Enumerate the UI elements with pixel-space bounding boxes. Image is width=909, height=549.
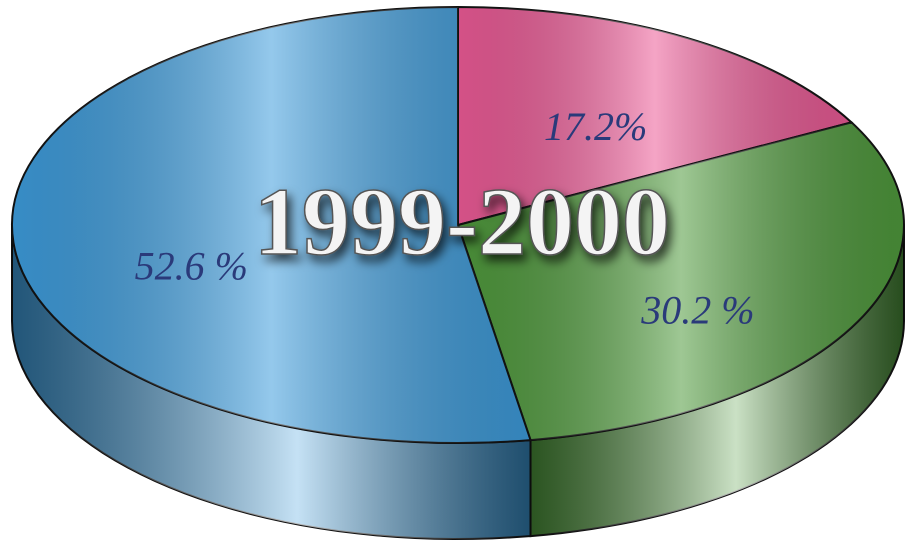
value-label: 17.2%	[544, 104, 647, 149]
slice-shade	[11, 7, 531, 443]
chart-title: 1999-2000	[254, 168, 670, 275]
side-shade	[12, 225, 531, 539]
value-label: 30.2 %	[640, 287, 754, 332]
slice-shade	[458, 122, 904, 441]
pie	[11, 5, 905, 540]
value-label: 52.6 %	[135, 244, 248, 289]
side-shade	[530, 225, 904, 537]
slice-shade	[458, 7, 852, 225]
